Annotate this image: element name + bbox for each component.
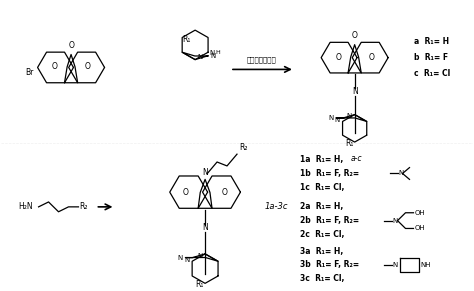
Text: N: N [210, 50, 215, 56]
Text: Br: Br [25, 68, 34, 77]
Text: 1b  R₁= F, R₂=: 1b R₁= F, R₂= [300, 169, 359, 178]
Text: a-c: a-c [351, 154, 363, 163]
Text: R₂: R₂ [239, 143, 247, 152]
Text: N: N [392, 262, 398, 268]
Text: 碘化钾，碳酸钾: 碘化钾，碳酸钾 [247, 56, 277, 63]
Text: 3c  R₁= Cl,: 3c R₁= Cl, [300, 274, 344, 283]
Text: OH: OH [414, 226, 425, 231]
Text: O: O [52, 62, 57, 71]
Text: OH: OH [414, 210, 425, 216]
Text: N: N [346, 113, 352, 119]
Text: 1a-3c: 1a-3c [265, 202, 288, 211]
Text: 1c  R₁= Cl,: 1c R₁= Cl, [300, 183, 344, 192]
Text: N: N [202, 223, 208, 232]
Text: N: N [328, 115, 333, 121]
Text: N: N [202, 168, 208, 178]
Text: R₂: R₂ [80, 202, 88, 211]
Text: 3b  R₁= F, R₂=: 3b R₁= F, R₂= [300, 260, 359, 269]
Text: N: N [177, 255, 182, 260]
Text: N: N [184, 257, 190, 262]
Text: b  R₁= F: b R₁= F [414, 53, 448, 62]
Text: R₁: R₁ [182, 35, 190, 44]
Text: O: O [68, 41, 74, 50]
Text: N: N [197, 253, 202, 258]
Text: N: N [335, 117, 340, 123]
Text: 2b  R₁= F, R₂=: 2b R₁= F, R₂= [300, 216, 359, 225]
Text: 1a  R₁= H,: 1a R₁= H, [300, 155, 343, 164]
Text: O: O [183, 188, 189, 197]
Text: N: N [399, 171, 404, 176]
Text: H₂N: H₂N [18, 202, 33, 211]
Text: 2c  R₁= Cl,: 2c R₁= Cl, [300, 230, 344, 239]
Text: N: N [210, 53, 216, 59]
Text: N: N [352, 87, 357, 96]
Text: O: O [221, 188, 227, 197]
Text: a  R₁= H: a R₁= H [414, 38, 450, 47]
Text: N: N [197, 54, 202, 60]
Text: R₁: R₁ [195, 280, 203, 289]
Text: NH: NH [420, 262, 431, 268]
Text: 2a  R₁= H,: 2a R₁= H, [300, 202, 343, 211]
Text: 3a  R₁= H,: 3a R₁= H, [300, 246, 343, 255]
Text: H: H [215, 50, 220, 56]
Text: O: O [335, 53, 341, 61]
Text: O: O [352, 31, 357, 40]
Text: R₁: R₁ [346, 139, 354, 148]
Text: O: O [368, 53, 374, 61]
Text: O: O [85, 62, 91, 71]
Text: c  R₁= Cl: c R₁= Cl [414, 69, 451, 78]
Text: N: N [392, 218, 398, 223]
